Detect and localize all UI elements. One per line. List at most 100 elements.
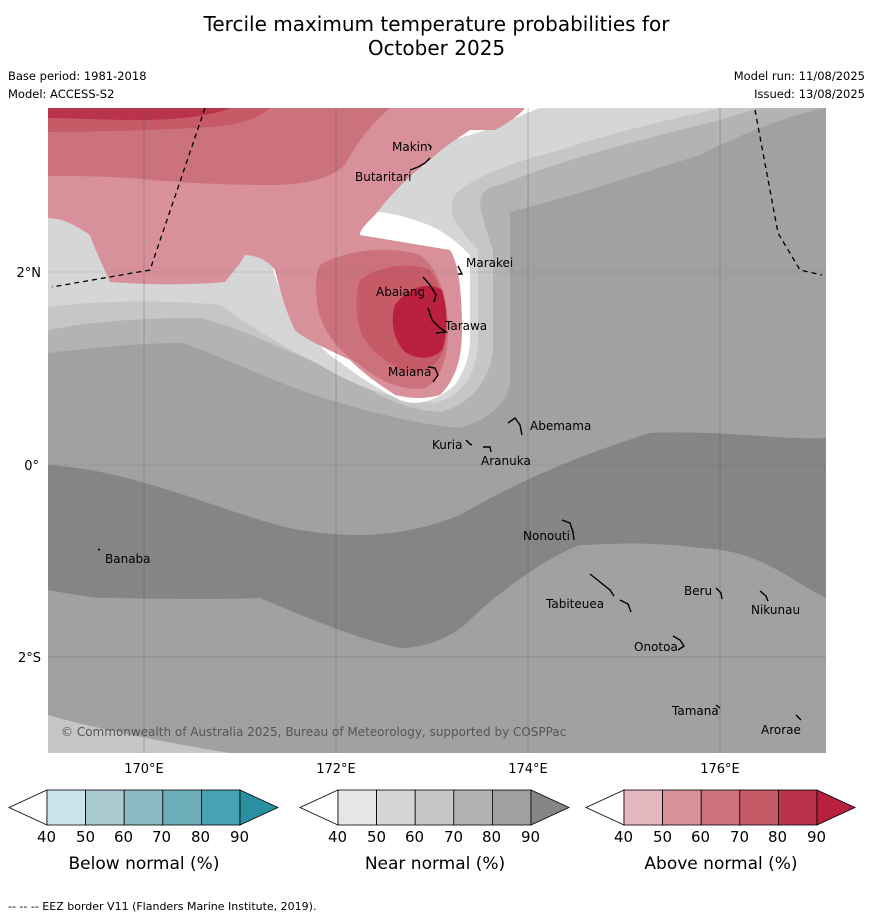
colorbar-near-title: Near normal (%) [364, 854, 506, 874]
colorbar-above-title: Above normal (%) [644, 854, 798, 874]
copyright-notice: © Commonwealth of Australia 2025, Bureau… [61, 725, 566, 739]
eez-legend-note: -- -- -- EEZ border V11 (Flanders Marine… [8, 900, 317, 913]
label-tamana: Tamana [671, 704, 719, 718]
below-under-extend [8, 789, 48, 826]
place-labels: Makin Butaritari Marakei Abaiang Tarawa … [105, 140, 801, 737]
below-swatch-4 [162, 789, 202, 826]
label-beru: Beru [684, 584, 712, 598]
lon-label-174e: 174°E [508, 762, 548, 777]
tick-below-80: 80 [191, 828, 211, 846]
colorbar-near-swatches [299, 789, 570, 826]
nikunau-island-shape [759, 590, 769, 602]
abaiang-island-shape [422, 276, 437, 303]
tick-near-40: 40 [328, 828, 348, 846]
label-tarawa: Tarawa [444, 319, 487, 333]
map-title-line2: October 2025 [367, 36, 506, 60]
colorbar-near-normal [299, 788, 574, 832]
nonouti-island-shape [561, 519, 575, 541]
tick-below-50: 50 [76, 828, 96, 846]
colorbar-below-swatches [8, 789, 279, 826]
above-swatch-3 [700, 789, 741, 826]
label-nonouti: Nonouti [523, 529, 570, 543]
lat-label-0: 0° [24, 459, 39, 474]
tick-near-90: 90 [521, 828, 541, 846]
tick-above-50: 50 [653, 828, 673, 846]
tick-above-80: 80 [768, 828, 788, 846]
label-makin: Makin [392, 140, 428, 154]
above-swatch-4 [739, 789, 779, 826]
above-over-extend [816, 789, 856, 826]
butaritari-island-shape [409, 157, 431, 171]
abemama-island-shape [507, 417, 523, 436]
marakei-island-shape [457, 265, 464, 275]
lon-label-170e: 170°E [124, 762, 164, 777]
tick-above-60: 60 [691, 828, 711, 846]
label-arorae: Arorae [761, 723, 801, 737]
lat-label-2n: 2°N [17, 266, 42, 281]
near-swatch-2 [376, 789, 416, 826]
lat-label-2s: 2°S [18, 651, 41, 666]
model-run: Model run: 11/08/2025 [733, 69, 865, 83]
tick-near-70: 70 [444, 828, 464, 846]
near-normal-50-60-zone-south [48, 715, 230, 753]
label-kuria: Kuria [432, 438, 463, 452]
map-canvas: Makin Butaritari Marakei Abaiang Tarawa … [17, 107, 826, 777]
tabiteuea-north-shape [589, 573, 615, 597]
lon-label-172e: 172°E [316, 762, 356, 777]
label-aranuka: Aranuka [481, 454, 531, 468]
label-onotoa: Onotoa [634, 640, 678, 654]
beru-island-shape [715, 587, 723, 600]
colorbar-below-title: Below normal (%) [68, 854, 220, 874]
tick-above-70: 70 [730, 828, 750, 846]
tick-near-50: 50 [367, 828, 387, 846]
tabiteuea-south-shape [619, 599, 632, 613]
tick-below-40: 40 [37, 828, 57, 846]
near-swatch-4 [453, 789, 493, 826]
tick-above-40: 40 [614, 828, 634, 846]
colorbar-above-normal [585, 788, 860, 832]
near-swatch-1 [337, 789, 377, 826]
label-banaba: Banaba [105, 552, 151, 566]
longitude-labels: 170°E 172°E 174°E 176°E [124, 762, 740, 777]
probability-shading [48, 108, 826, 753]
maiana-island-shape [427, 366, 439, 383]
label-tabiteuea: Tabiteuea [545, 597, 604, 611]
kuria-island-shape [465, 439, 473, 446]
label-abemama: Abemama [530, 419, 591, 433]
graticule [48, 108, 826, 753]
label-nikunau: Nikunau [751, 603, 800, 617]
near-over-extend [530, 789, 570, 826]
label-abaiang: Abaiang [376, 285, 425, 299]
near-swatch-5 [491, 789, 532, 826]
tarawa-island-shape [427, 307, 449, 334]
eez-border [51, 107, 823, 288]
base-period: Base period: 1981-2018 [8, 69, 147, 83]
label-marakei: Marakei [466, 256, 513, 270]
latitude-labels: 2°N 0° 2°S [17, 266, 42, 666]
tick-below-90: 90 [230, 828, 250, 846]
label-maiana: Maiana [388, 365, 431, 379]
below-swatch-5 [200, 789, 241, 826]
label-butaritari: Butaritari [355, 170, 412, 184]
above-normal-80-90-zone-tarawa [392, 285, 447, 358]
arorae-island-shape [795, 714, 802, 721]
colorbar-below-normal [8, 788, 283, 832]
colorbar-above-swatches [585, 789, 856, 826]
onotoa-island-shape [672, 635, 685, 651]
lon-label-176e: 176°E [700, 762, 740, 777]
below-swatch-1 [46, 789, 86, 826]
above-under-extend [585, 789, 625, 826]
below-over-extend [239, 789, 279, 826]
near-normal-70-80-zone [48, 432, 826, 648]
above-swatch-1 [623, 789, 663, 826]
above-swatch-2 [662, 789, 702, 826]
makin-island-shape [427, 143, 432, 151]
tick-near-80: 80 [482, 828, 502, 846]
below-swatch-3 [123, 789, 164, 826]
model-name: Model: ACCESS-S2 [8, 87, 115, 101]
near-under-extend [299, 789, 339, 826]
tick-above-90: 90 [807, 828, 827, 846]
below-swatch-2 [85, 789, 125, 826]
near-swatch-3 [414, 789, 455, 826]
issued-date: Issued: 13/08/2025 [754, 87, 865, 101]
